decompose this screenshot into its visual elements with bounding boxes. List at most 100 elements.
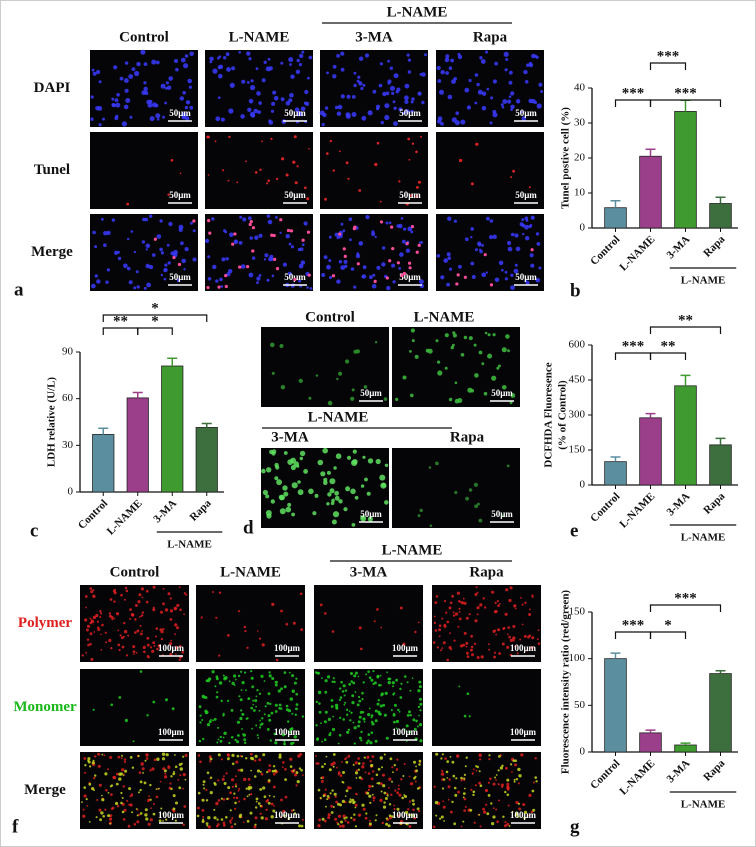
cell <box>295 69 301 75</box>
cell <box>322 794 326 798</box>
cell <box>108 612 112 615</box>
cell <box>165 818 168 821</box>
cell <box>118 648 121 652</box>
cell <box>314 493 319 498</box>
cell <box>151 59 157 65</box>
cell <box>225 816 228 819</box>
cell <box>222 821 226 825</box>
cell <box>341 690 345 693</box>
cell <box>305 101 310 106</box>
cell <box>234 678 237 681</box>
cell <box>157 644 162 648</box>
cell <box>340 222 344 226</box>
cell <box>397 784 400 787</box>
cell <box>130 794 134 797</box>
cell <box>280 687 283 691</box>
cell <box>185 116 190 121</box>
cell <box>235 760 239 764</box>
cell <box>256 91 261 96</box>
micrograph <box>205 50 313 127</box>
scale-label: 100μm <box>158 643 185 653</box>
cell <box>338 232 342 236</box>
cell <box>392 693 395 696</box>
cell <box>435 595 439 598</box>
cell <box>445 71 449 75</box>
cell <box>384 114 390 121</box>
cell <box>283 814 286 817</box>
cell <box>458 607 461 610</box>
cell <box>497 604 500 607</box>
cell <box>272 773 276 776</box>
cell <box>124 586 128 590</box>
cell <box>275 216 278 219</box>
cell <box>164 87 168 90</box>
cell <box>350 267 355 271</box>
cell <box>478 770 481 773</box>
group-label: L-NAME <box>387 4 448 20</box>
cell <box>357 757 360 760</box>
cell <box>131 766 135 769</box>
cell <box>455 111 460 115</box>
cell <box>411 677 414 679</box>
cell <box>390 709 393 711</box>
cell <box>258 274 262 277</box>
cell <box>204 696 208 699</box>
cell <box>175 647 178 650</box>
cell <box>139 788 142 792</box>
cell <box>234 239 238 243</box>
cell <box>380 782 383 786</box>
cell <box>440 772 445 776</box>
cell <box>89 632 93 636</box>
cell <box>513 268 519 274</box>
cell <box>525 236 530 241</box>
cell <box>129 617 132 620</box>
cell <box>406 53 410 57</box>
cell <box>183 613 186 616</box>
cell <box>151 649 155 653</box>
cell <box>388 814 392 817</box>
cell <box>291 512 295 517</box>
cell <box>326 795 330 798</box>
cell <box>396 758 399 761</box>
cell <box>241 728 243 730</box>
cell <box>470 236 473 239</box>
cell <box>478 350 483 355</box>
cell <box>518 774 522 778</box>
cell <box>412 718 416 722</box>
cell <box>205 799 209 802</box>
cell <box>517 816 520 818</box>
cell <box>356 79 360 83</box>
cell <box>468 78 472 83</box>
cell <box>379 798 383 803</box>
cell <box>520 753 524 757</box>
cell <box>231 681 235 686</box>
cell <box>505 588 509 592</box>
cell <box>401 796 405 800</box>
cell <box>203 787 206 790</box>
cell <box>143 86 148 92</box>
cell <box>473 821 476 824</box>
cell <box>273 805 275 807</box>
cell <box>145 757 149 760</box>
cell <box>323 477 328 482</box>
cell <box>229 791 233 795</box>
cell <box>226 67 231 72</box>
cell <box>390 793 393 796</box>
cell <box>172 807 176 811</box>
cell <box>287 271 292 276</box>
cell <box>361 698 364 701</box>
cell <box>462 597 465 600</box>
cell <box>95 816 98 819</box>
cell <box>254 235 259 240</box>
cell <box>489 777 492 781</box>
cell <box>273 732 277 736</box>
cell <box>320 471 326 477</box>
cell <box>155 788 158 791</box>
cell <box>437 119 442 124</box>
cell <box>141 611 145 614</box>
cell <box>498 755 501 758</box>
cell <box>131 67 136 71</box>
cell <box>180 57 186 63</box>
cell <box>536 103 542 109</box>
cell <box>231 242 235 246</box>
